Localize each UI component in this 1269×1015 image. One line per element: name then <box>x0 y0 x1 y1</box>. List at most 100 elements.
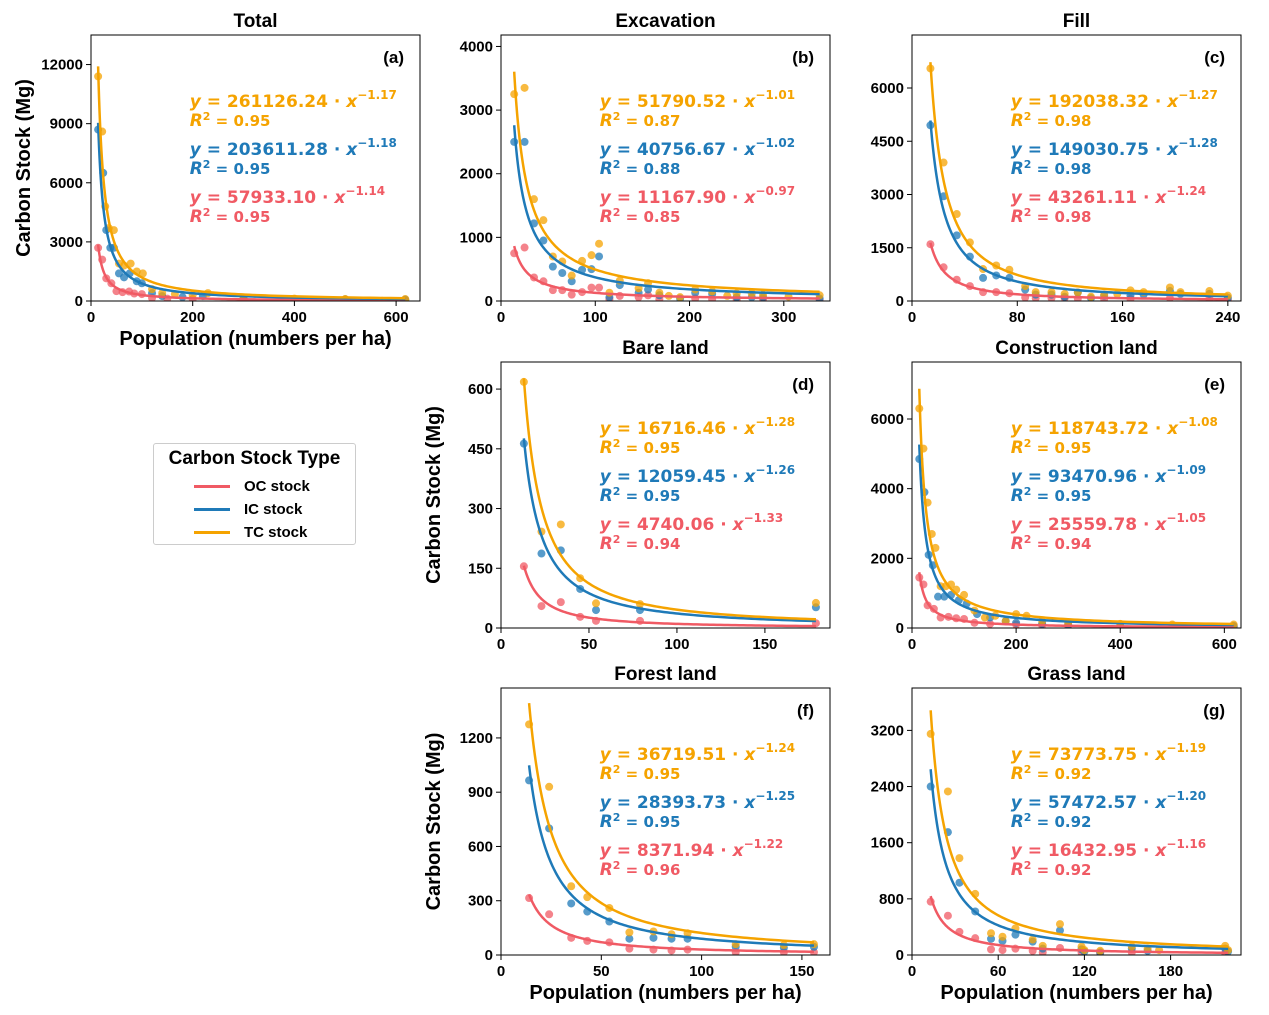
data-point-ic <box>1055 926 1064 935</box>
y-tick-label: 0 <box>896 293 904 310</box>
fit-line-ic <box>929 769 1229 951</box>
y-tick-label: 4000 <box>460 38 493 55</box>
equation-oc: y = 16432.95 · x−1.16 <box>1011 837 1206 861</box>
panel-label: (b) <box>792 48 814 67</box>
data-point-tc <box>980 613 989 622</box>
plot-area <box>926 62 1232 301</box>
equation-oc: y = 25559.78 · x−1.05 <box>1011 511 1206 535</box>
x-tick-label: 0 <box>908 963 916 980</box>
fit-line-oc <box>918 572 1234 628</box>
plot-area <box>525 703 818 955</box>
equation-ic: y = 40756.67 · x−1.02 <box>600 136 795 160</box>
y-tick-label: 0 <box>485 293 493 310</box>
legend-swatch-oc <box>194 484 230 488</box>
y-tick-label: 0 <box>896 947 904 964</box>
r-squared-oc: R2 = 0.96 <box>600 859 681 880</box>
y-tick-label: 6000 <box>871 80 904 97</box>
plot-frame <box>500 361 831 629</box>
equation-tc: y = 192038.32 · x−1.27 <box>1011 88 1218 112</box>
legend-entry-ic: IC stock <box>194 499 302 519</box>
r-squared-oc: R2 = 0.92 <box>1011 859 1092 880</box>
data-point-oc <box>520 243 529 252</box>
x-axis-label: Population (numbers per ha) <box>940 982 1212 1004</box>
x-tick-label: 0 <box>497 636 505 653</box>
y-tick-label: 0 <box>896 620 904 637</box>
r-squared-oc: R2 = 0.94 <box>1011 533 1092 554</box>
r-squared-tc: R2 = 0.95 <box>600 763 681 784</box>
data-point-ic <box>548 262 557 271</box>
data-point-tc <box>158 289 167 298</box>
x-tick-label: 0 <box>497 963 505 980</box>
x-tick-label: 120 <box>1072 963 1097 980</box>
y-tick-label: 1500 <box>871 240 904 257</box>
data-point-tc <box>520 83 529 92</box>
legend-label-oc: OC stock <box>244 477 310 495</box>
y-tick-label: 0 <box>75 293 83 310</box>
legend-label-tc: TC stock <box>244 523 308 541</box>
panel-title: Construction land <box>995 338 1158 359</box>
data-point-tc <box>1031 288 1040 297</box>
data-point-ic <box>567 277 576 286</box>
data-point-tc <box>987 929 996 938</box>
fit-line-ic <box>929 120 1228 298</box>
panel-label: (d) <box>792 375 814 394</box>
plot-area <box>519 377 820 628</box>
equation-ic: y = 12059.45 · x−1.26 <box>600 463 795 487</box>
fit-line-tc <box>918 388 1234 626</box>
data-point-tc <box>655 288 664 297</box>
x-tick-label: 100 <box>664 636 689 653</box>
y-tick-label: 0 <box>485 947 493 964</box>
data-point-ic <box>558 269 567 277</box>
r-squared-oc: R2 = 0.98 <box>1011 206 1092 227</box>
data-point-tc <box>567 271 576 280</box>
r-squared-tc: R2 = 0.95 <box>190 110 271 131</box>
equation-ic: y = 203611.28 · x−1.18 <box>190 136 397 160</box>
x-tick-label: 0 <box>908 636 916 653</box>
data-point-tc <box>998 932 1007 941</box>
equation-oc: y = 4740.06 · x−1.33 <box>600 511 784 535</box>
y-tick-label: 6000 <box>871 411 904 428</box>
y-axis-label: Carbon Stock (Mg) <box>423 733 445 911</box>
r-squared-tc: R2 = 0.92 <box>1011 763 1092 784</box>
fit-line-ic <box>522 438 816 623</box>
data-point-ic <box>537 549 546 558</box>
r-squared-ic: R2 = 0.95 <box>1011 485 1092 506</box>
data-point-ic <box>592 606 601 615</box>
data-point-ic <box>539 236 548 245</box>
equation-tc: y = 118743.72 · x−1.08 <box>1011 415 1218 439</box>
y-tick-label: 2400 <box>871 779 904 796</box>
equation-ic: y = 57472.57 · x−1.20 <box>1011 789 1206 813</box>
x-tick-label: 80 <box>1009 309 1026 326</box>
x-tick-label: 50 <box>581 636 598 653</box>
y-tick-label: 4000 <box>871 481 904 498</box>
data-point-tc <box>545 782 554 791</box>
data-point-ic <box>649 933 658 942</box>
y-axis-label: Carbon Stock (Mg) <box>423 406 445 584</box>
x-tick-label: 600 <box>1212 636 1237 653</box>
panel-label: (a) <box>383 48 404 67</box>
x-tick-label: 400 <box>1108 636 1133 653</box>
x-axis-label: Population (numbers per ha) <box>119 328 391 350</box>
data-point-ic <box>955 878 964 887</box>
data-point-ic <box>625 934 634 943</box>
data-point-ic <box>987 934 996 943</box>
panel-title: Forest land <box>614 664 716 685</box>
legend-entry-tc: TC stock <box>194 522 307 542</box>
y-tick-label: 1200 <box>460 730 493 747</box>
data-point-ic <box>520 137 529 146</box>
r-squared-ic: R2 = 0.98 <box>1011 158 1092 179</box>
x-tick-label: 0 <box>87 309 95 326</box>
r-squared-ic: R2 = 0.95 <box>600 485 681 506</box>
fit-line-ic <box>918 444 1234 627</box>
data-point-oc <box>545 910 554 919</box>
y-tick-label: 800 <box>879 891 904 908</box>
plot-area <box>510 71 824 301</box>
equation-oc: y = 43261.11 · x−1.24 <box>1011 184 1206 208</box>
data-point-tc <box>567 882 576 891</box>
y-tick-label: 2000 <box>871 550 904 567</box>
legend-swatch-ic <box>194 507 230 511</box>
y-tick-label: 12000 <box>41 57 83 74</box>
fit-line-tc <box>527 703 815 944</box>
